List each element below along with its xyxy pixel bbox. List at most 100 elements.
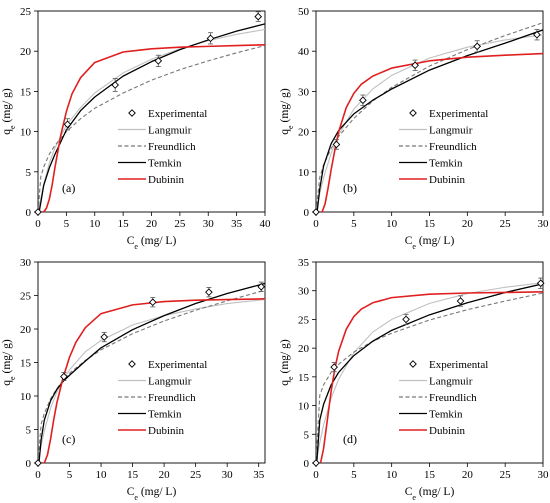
y-tick-label: 0 [304,458,310,470]
x-tick-label: 5 [351,469,357,481]
experimental-point [257,282,266,291]
x-tick-label: 35 [231,218,243,230]
legend-label-langmuir: Langmuir [148,125,192,137]
x-axis-label: Ce (mg/ L) [405,486,455,502]
x-tick-label: 0 [313,469,319,481]
legend-label-langmuir: Langmuir [429,376,473,388]
experimental-point [148,298,157,307]
x-tick-label: 0 [35,218,41,230]
experimental-point [330,363,338,371]
x-tick-label: 10 [96,469,108,481]
y-tick-label: 5 [26,425,32,437]
experimental-point [456,297,465,305]
x-tick-label: 20 [159,469,171,481]
x-tick-label: 40 [260,218,272,230]
series-line-dubinin [38,298,265,463]
experimental-point [60,372,68,381]
series-line-temkin [316,283,543,463]
chart-panel-4: 0 5 10 15 20 25 30 0 5 10 15 20 25 30 35 Ce (mg/ L) qe (… [279,257,549,502]
x-tick-label: 35 [253,469,265,481]
x-tick-label: 15 [127,469,139,481]
y-axis-label: qe (mg/ g) [279,88,295,135]
y-tick-label: 40 [298,46,310,58]
y-tick-label: 20 [20,324,32,336]
series-line-dubinin [316,291,543,463]
legend-label-dubinin: Dubinin [429,174,466,186]
x-tick-label: 25 [500,218,512,230]
legend: Experimental Langmuir Freundlich Temkin Dubi… [399,359,488,437]
experimental-point [473,42,482,51]
legend: Experimental Langmuir Freundlich Temkin Dubi… [118,108,207,186]
experimental-point [254,12,263,21]
x-tick-label: 0 [35,469,41,481]
y-axis-label: qe (mg/ g) [1,88,17,135]
x-axis-label: Ce (mg/ L) [405,235,455,251]
series-line-freundlich [38,45,265,212]
series-curves [316,282,543,463]
y-tick-label: 10 [20,127,32,139]
x-tick-label: 10 [386,469,398,481]
legend-label-freundlich: Freundlich [429,141,477,153]
legend-label-temkin: Temkin [148,158,182,170]
x-tick-label: 20 [146,218,158,230]
legend-marker-experimental [409,109,417,117]
y-tick-label: 20 [298,127,310,139]
x-tick-label: 15 [424,469,436,481]
chart-panel-3: 0 5 10 15 20 25 30 35 0 5 10 15 20 25 30 Ce (mg/ L) qe (… [1,257,266,502]
legend-label-experimental: Experimental [148,108,207,120]
y-tick-label: 15 [298,372,310,384]
legend-marker-experimental [128,109,136,117]
experimental-point [536,279,545,288]
x-axis-label: Ce (mg/ L) [127,486,177,502]
legend-label-dubinin: Dubinin [429,425,466,437]
legend-label-dubinin: Dubinin [148,425,185,437]
x-axis-label: Ce (mg/ L) [127,235,177,251]
y-tick-label: 15 [20,86,32,98]
y-axis-label: qe (mg/ g) [1,339,17,386]
panel-label: (a) [62,181,75,195]
y-tick-label: 0 [26,458,32,470]
x-tick-label: 15 [424,218,436,230]
experimental-point [111,81,120,89]
series-line-temkin [38,23,265,212]
experimental-point [402,315,410,324]
x-tick-label: 5 [64,218,70,230]
y-tick-label: 10 [298,167,310,179]
experimental-point [312,459,320,467]
experimental-point [100,333,109,341]
legend-marker-experimental [409,360,417,368]
y-tick-label: 20 [298,343,310,355]
x-tick-label: 5 [67,469,73,481]
experimental-point [411,61,419,70]
x-tick-label: 20 [462,218,474,230]
x-tick-label: 25 [190,469,202,481]
y-tick-label: 15 [20,358,32,370]
chart-panel-1: 0 5 10 15 20 25 30 35 40 0 5 10 15 20 25 Ce (mg/ L) qe (… [1,6,271,251]
legend-label-temkin: Temkin [429,158,463,170]
y-tick-label: 35 [298,257,310,269]
series-line-temkin [316,29,543,212]
y-tick-label: 30 [298,86,310,98]
experimental-point [154,57,163,65]
y-tick-label: 25 [298,314,310,326]
legend: Experimental Langmuir Freundlich Temkin Dubi… [399,108,488,186]
series-line-temkin [38,282,265,463]
legend: Experimental Langmuir Freundlich Temkin Dubi… [118,359,207,437]
experimental-point [205,288,213,296]
y-axis-label: qe (mg/ g) [279,339,295,386]
legend-label-freundlich: Freundlich [429,392,477,404]
y-tick-label: 25 [20,291,32,303]
legend-marker-experimental [128,360,136,368]
legend-label-temkin: Temkin [429,409,463,421]
legend-label-freundlich: Freundlich [148,392,196,404]
experimental-point [206,34,215,43]
x-tick-label: 25 [174,218,186,230]
series-line-langmuir [38,298,265,463]
y-tick-label: 25 [20,6,32,18]
y-tick-label: 0 [26,207,32,219]
y-tick-label: 10 [298,401,310,413]
y-tick-label: 20 [20,46,32,58]
x-tick-label: 10 [89,218,101,230]
y-tick-label: 5 [26,167,32,179]
